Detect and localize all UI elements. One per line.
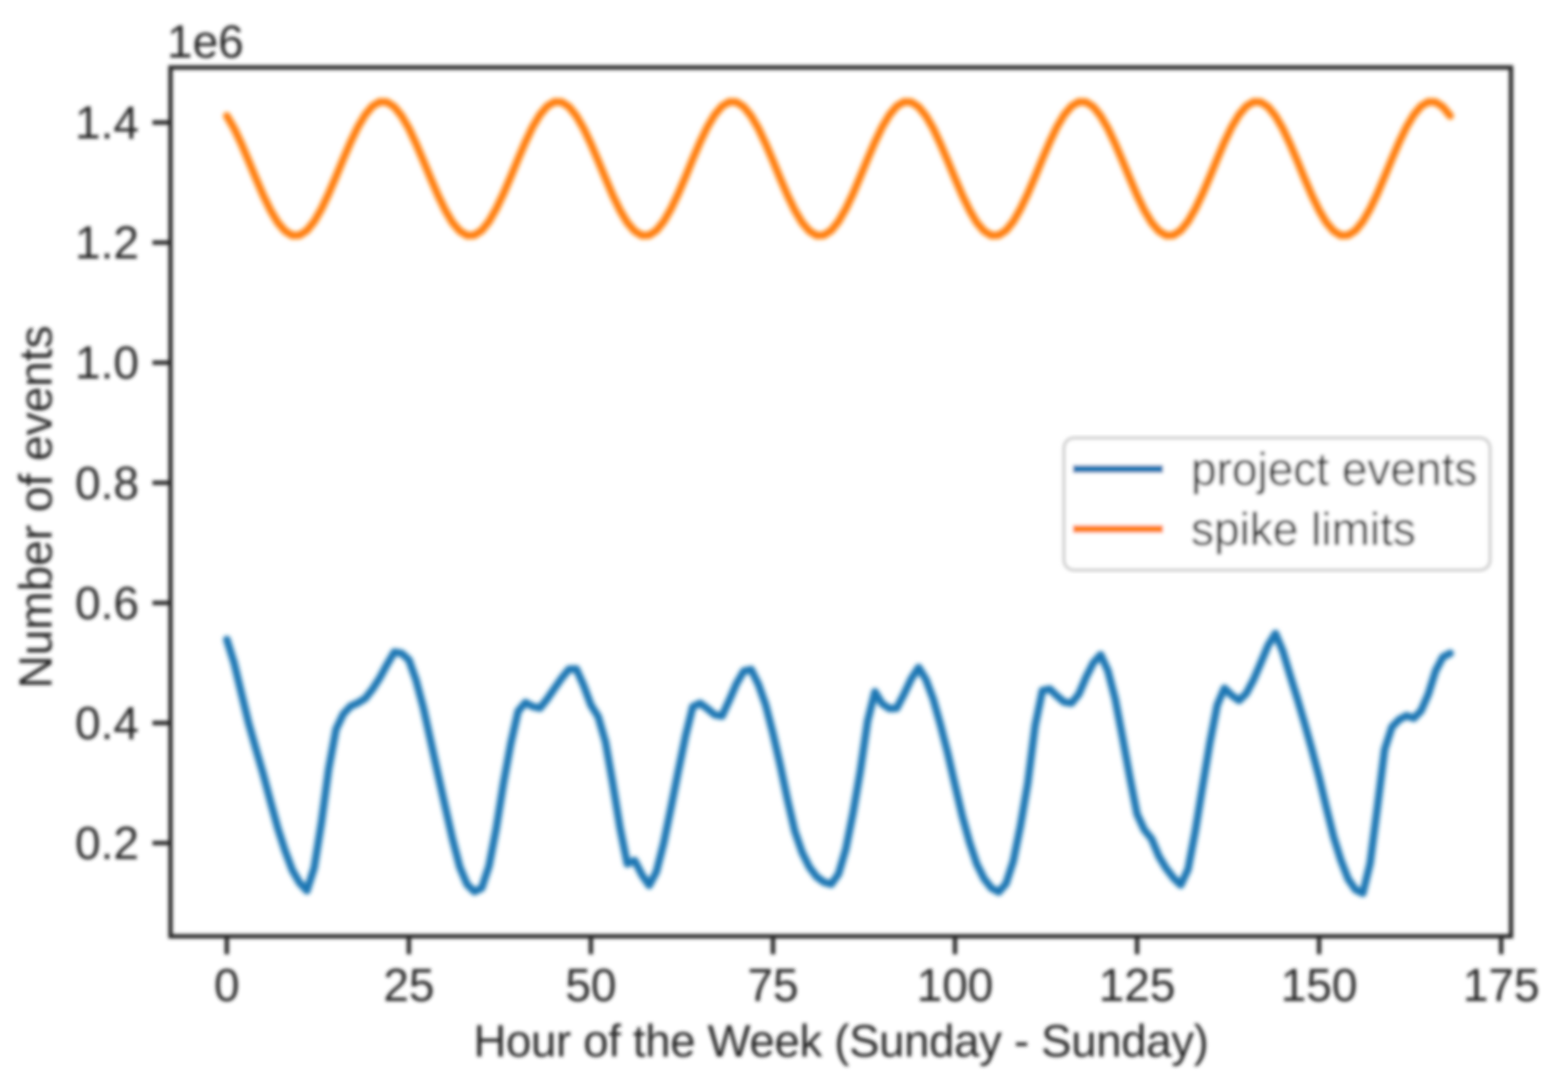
svg-text:175: 175	[1463, 959, 1540, 1011]
svg-text:0.8: 0.8	[75, 457, 139, 509]
svg-text:1.0: 1.0	[75, 337, 139, 389]
svg-text:75: 75	[747, 959, 798, 1011]
svg-text:project events: project events	[1191, 443, 1477, 495]
svg-text:100: 100	[917, 959, 994, 1011]
svg-text:Number of events: Number of events	[10, 325, 62, 688]
svg-text:125: 125	[1099, 959, 1176, 1011]
svg-text:150: 150	[1281, 959, 1358, 1011]
svg-text:spike limits: spike limits	[1191, 503, 1416, 555]
svg-text:0: 0	[214, 959, 240, 1011]
svg-text:Hour of the Week (Sunday - Sun: Hour of the Week (Sunday - Sunday)	[473, 1016, 1208, 1067]
svg-text:0.2: 0.2	[75, 817, 139, 869]
svg-text:1.2: 1.2	[75, 217, 139, 269]
svg-text:1e6: 1e6	[167, 16, 244, 68]
svg-text:0.4: 0.4	[75, 697, 139, 749]
svg-text:1.4: 1.4	[75, 97, 139, 149]
svg-text:50: 50	[565, 959, 616, 1011]
svg-text:25: 25	[383, 959, 434, 1011]
svg-text:0.6: 0.6	[75, 577, 139, 629]
